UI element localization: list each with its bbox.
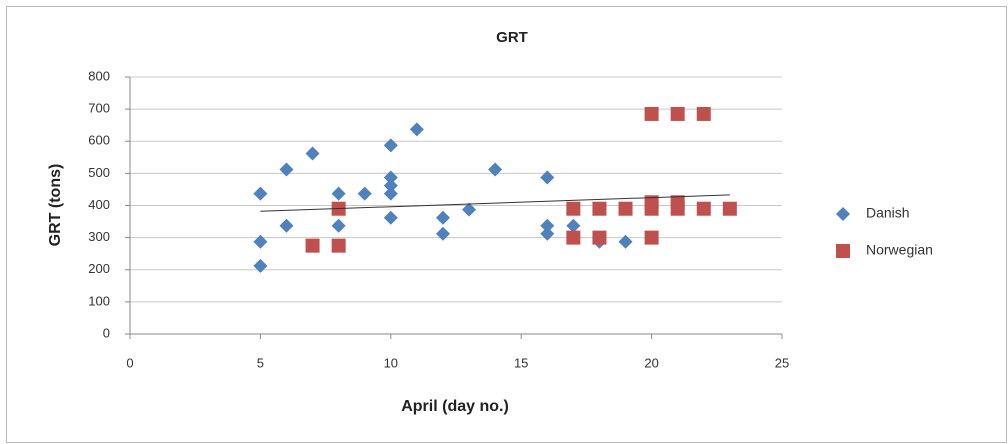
- x-tick-label: 25: [775, 355, 789, 370]
- point: [644, 230, 659, 245]
- point: [331, 186, 346, 201]
- y-tick-label: 0: [103, 325, 110, 340]
- legend-marker: [836, 207, 850, 221]
- point: [409, 122, 424, 137]
- point: [383, 186, 398, 201]
- point: [592, 230, 607, 245]
- y-axis-title: GRT (tons): [47, 164, 64, 247]
- x-tick-label: 0: [126, 355, 133, 370]
- point: [383, 178, 398, 193]
- point: [383, 210, 398, 225]
- legend-label: Danish: [866, 205, 910, 221]
- y-tick-label: 100: [88, 293, 110, 308]
- trendline: [260, 194, 730, 212]
- point: [644, 106, 659, 121]
- point: [305, 238, 320, 253]
- chart-border: [6, 6, 1007, 443]
- point: [696, 106, 711, 121]
- point: [540, 170, 555, 185]
- point: [305, 146, 320, 161]
- x-tick-label: 5: [257, 355, 264, 370]
- legend-marker: [836, 244, 850, 258]
- point: [279, 162, 294, 177]
- y-tick-label: 600: [88, 133, 110, 148]
- x-tick-label: 15: [514, 355, 528, 370]
- point: [435, 226, 450, 241]
- point: [331, 218, 346, 233]
- point: [357, 186, 372, 201]
- y-tick-label: 400: [88, 197, 110, 212]
- legend-label: Norwegian: [866, 242, 933, 258]
- y-tick-label: 300: [88, 229, 110, 244]
- point: [253, 186, 268, 201]
- y-tick-label: 500: [88, 165, 110, 180]
- point: [279, 218, 294, 233]
- point: [670, 201, 685, 216]
- x-tick-label: 10: [384, 355, 398, 370]
- point: [670, 106, 685, 121]
- point: [331, 238, 346, 253]
- point: [253, 258, 268, 273]
- point: [566, 201, 581, 216]
- point: [540, 218, 555, 233]
- x-tick-label: 20: [644, 355, 658, 370]
- point: [383, 138, 398, 153]
- point: [644, 201, 659, 216]
- y-tick-label: 800: [88, 68, 110, 83]
- point: [566, 218, 581, 233]
- point: [435, 210, 450, 225]
- point: [696, 201, 711, 216]
- point: [540, 226, 555, 241]
- chart-title: GRT: [496, 29, 528, 46]
- y-tick-label: 200: [88, 261, 110, 276]
- x-axis-title: April (day no.): [401, 398, 509, 415]
- point: [488, 162, 503, 177]
- y-tick-label: 700: [88, 101, 110, 116]
- point: [462, 202, 477, 217]
- point: [566, 230, 581, 245]
- point: [592, 201, 607, 216]
- point: [253, 234, 268, 249]
- point: [722, 201, 737, 216]
- point: [618, 201, 633, 216]
- point: [383, 170, 398, 185]
- point: [618, 234, 633, 249]
